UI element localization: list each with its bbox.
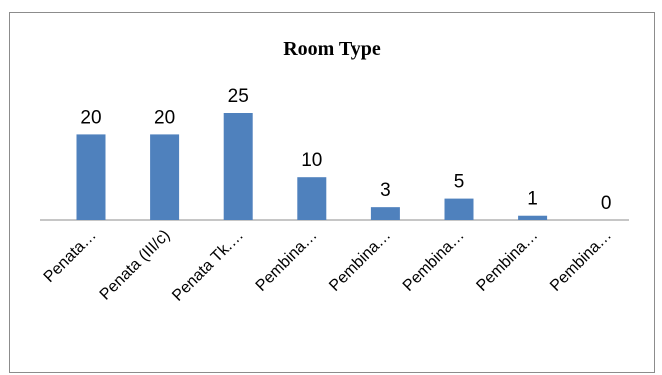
- chart-title: Room Type: [283, 38, 381, 60]
- chart-frame: Room Type: [9, 12, 655, 373]
- x-tick-label-2: Penata Tk.…: [169, 227, 247, 305]
- bar-2: [223, 113, 253, 220]
- data-label-2: 25: [228, 86, 249, 107]
- x-tick-label-1: Penata (III/c): [97, 227, 174, 304]
- x-tick-label-3: Pembina…: [253, 227, 321, 295]
- x-tick-label-6: Pembina…: [473, 227, 541, 295]
- bar-3: [297, 177, 327, 220]
- x-tick-label-7: Pembina…: [547, 227, 615, 295]
- data-label-7: 0: [601, 193, 612, 214]
- bar-0: [76, 134, 106, 220]
- bar-5: [444, 198, 474, 220]
- data-label-1: 20: [154, 107, 175, 128]
- x-tick-label-5: Pembina…: [400, 227, 468, 295]
- data-label-4: 3: [380, 180, 391, 201]
- data-label-3: 10: [301, 150, 322, 171]
- bar-6: [518, 215, 548, 220]
- x-tick-label-4: Pembina…: [326, 227, 394, 295]
- data-label-6: 1: [527, 189, 538, 210]
- bar-4: [370, 207, 400, 220]
- x-tick-label-0: Penata…: [41, 227, 100, 286]
- data-label-0: 20: [80, 107, 101, 128]
- bar-1: [150, 134, 180, 220]
- data-label-5: 5: [454, 172, 465, 193]
